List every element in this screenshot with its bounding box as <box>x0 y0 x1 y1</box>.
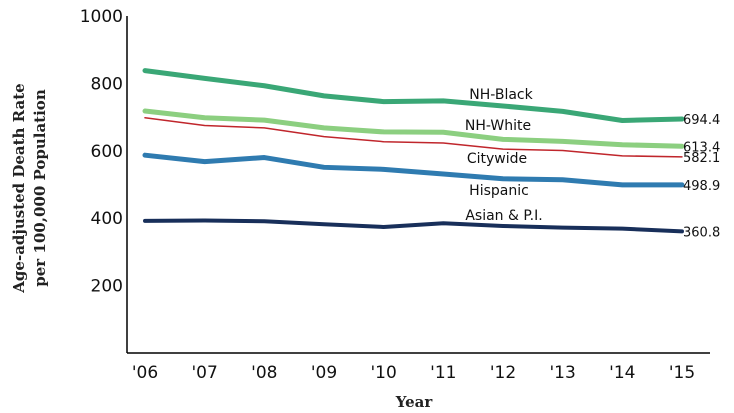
y-axis-title-line-1: Age-adjusted Death Rate <box>10 83 28 293</box>
x-tick-label: '13 <box>550 363 576 383</box>
series-name-asian-p-i-: Asian & P.I. <box>465 208 542 224</box>
series-name-hispanic: Hispanic <box>469 183 529 199</box>
end-value-label-hispanic: 498.9 <box>683 179 720 194</box>
series-name-nh-black: NH-Black <box>469 87 533 103</box>
x-tick-label: '08 <box>251 363 277 383</box>
tick-labels: 200 400 600 800 1000 '06 '07 '08 '09 '10 '11 '12 '13… <box>80 7 695 383</box>
x-tick-label: '07 <box>192 363 218 383</box>
end-value-label-nh-white: 613.4 <box>683 140 720 155</box>
x-tick-label: '10 <box>371 363 397 383</box>
series-line-citywide <box>144 117 683 158</box>
series-name-citywide: Citywide <box>467 151 527 167</box>
y-tick-label: 200 <box>91 277 123 297</box>
end-value-label-asian-p-i-: 360.8 <box>683 225 720 240</box>
series-labels: NH-Black 694.4 NH-White 613.4 Citywide 582.1 H… <box>465 87 720 240</box>
x-tick-label: '09 <box>311 363 337 383</box>
y-tick-label: 600 <box>91 142 123 162</box>
series-name-nh-white: NH-White <box>465 118 531 134</box>
x-tick-label: '12 <box>490 363 516 383</box>
y-tick-label: 800 <box>91 74 123 94</box>
end-value-label-citywide: 582.1 <box>683 151 720 166</box>
y-axis-title-line-2: per 100,000 Population <box>31 89 49 287</box>
series-line-nh-white <box>142 108 685 149</box>
series-lines <box>142 68 685 234</box>
series-line-nh-black <box>142 68 685 123</box>
x-axis-title: Year <box>395 393 434 411</box>
y-tick-label: 400 <box>91 209 123 229</box>
axes <box>126 16 710 354</box>
x-tick-label: '14 <box>609 363 635 383</box>
x-tick-label: '15 <box>669 363 695 383</box>
x-tick-label: '06 <box>132 363 158 383</box>
series-line-asian-p-i- <box>143 218 684 234</box>
series-line-hispanic <box>142 152 685 188</box>
y-tick-label: 1000 <box>80 7 123 27</box>
x-tick-label: '11 <box>430 363 456 383</box>
end-value-label-nh-black: 694.4 <box>683 113 720 128</box>
axis-titles: Age-adjusted Death Rate per 100,000 Popu… <box>10 83 433 411</box>
